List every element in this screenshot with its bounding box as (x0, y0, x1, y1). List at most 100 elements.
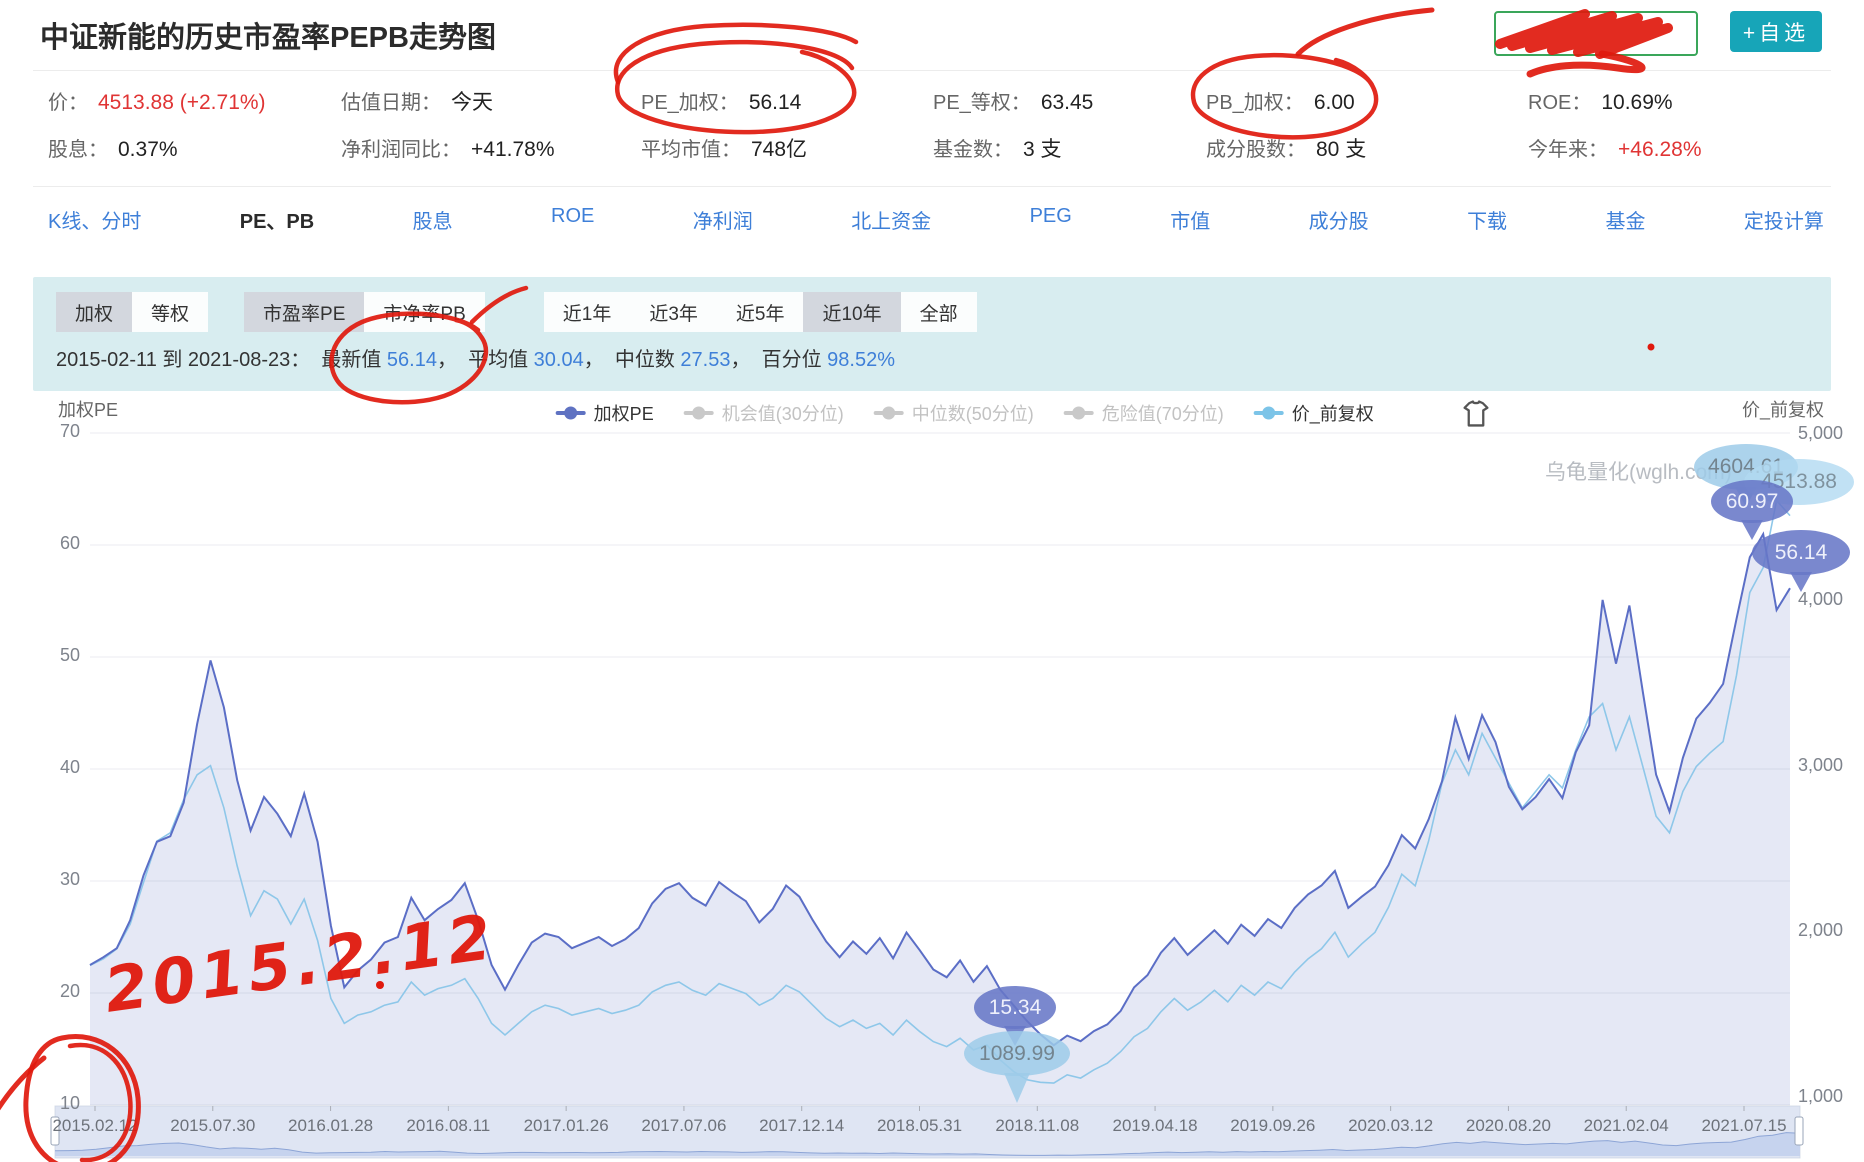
x-axis-label: 2017.12.14 (759, 1116, 845, 1135)
stat-label: 净利润同比： (341, 139, 461, 161)
y-axis-label-right: 3,000 (1798, 754, 1844, 775)
tab-ROE[interactable]: ROE (551, 205, 595, 227)
stat-value: +41.78% (471, 138, 555, 161)
tab-股息[interactable]: 股息 (412, 211, 453, 233)
legend-dot-icon (564, 406, 578, 420)
tab-北上资金[interactable]: 北上资金 (851, 211, 932, 233)
y-axis-label-left: 60 (59, 533, 80, 553)
legend-dot-icon (1072, 406, 1086, 420)
legend-item-加权PE[interactable]: 加权PE (555, 400, 654, 426)
tab-定投计算[interactable]: 定投计算 (1743, 211, 1824, 233)
stat-cell: 净利润同比： +41.78% (341, 133, 641, 163)
legend-label: 加权PE (593, 404, 654, 424)
legend-label: 危险值(70分位) (1101, 404, 1224, 424)
range-text: 2015-02-11 到 2021-08-23： (56, 349, 322, 371)
x-axis-label: 2018.11.08 (995, 1116, 1080, 1135)
stat-cell: PE_等权： 63.45 (933, 86, 1206, 116)
right-axis-title: 价_前复权 (1742, 400, 1825, 420)
x-axis-label: 2019.04.18 (1112, 1116, 1198, 1135)
x-axis-label: 2017.01.26 (523, 1116, 609, 1135)
stat-value: 0.37% (118, 138, 178, 161)
filter-button-近3年[interactable]: 近3年 (630, 292, 717, 332)
stat-value: 63.45 (1040, 91, 1094, 114)
legend-item-价_前复权[interactable]: 价_前复权 (1253, 400, 1374, 426)
tab-基金[interactable]: 基金 (1605, 211, 1646, 233)
x-axis-label: 2021.02.04 (1583, 1116, 1669, 1135)
y-axis-label-left: 70 (59, 421, 80, 441)
range-text: 27.53 (680, 349, 731, 371)
stat-label: 股息： (48, 139, 108, 161)
filter-button-近10年[interactable]: 近10年 (803, 292, 901, 332)
stat-label: 基金数： (933, 139, 1013, 161)
filter-button-等权[interactable]: 等权 (132, 292, 209, 332)
tab-成分股[interactable]: 成分股 (1308, 211, 1369, 233)
stat-cell: 股息： 0.37% (48, 133, 341, 163)
watermark: 乌龟量化(wglh.com) (1545, 461, 1732, 484)
x-axis-label: 2016.08.11 (406, 1116, 491, 1135)
range-text: ， (583, 349, 615, 371)
x-axis-label: 2018.05.31 (876, 1116, 963, 1135)
y-axis-label-left: 10 (59, 1093, 80, 1113)
shirt-icon[interactable] (1462, 400, 1490, 432)
stat-value: 10.69% (1601, 91, 1673, 114)
range-text: ， (730, 349, 762, 371)
legend-item-中位数(50分位)[interactable]: 中位数(50分位) (873, 400, 1034, 426)
toggle-group-range: 近1年 近3年 近5年 近10年 全部 (543, 292, 977, 332)
stat-label: 今年来： (1528, 139, 1608, 161)
stat-value: 748亿 (751, 138, 808, 161)
datazoom-right-handle (1794, 1116, 1804, 1146)
legend-marker-icon (873, 406, 904, 420)
stat-label: 平均市值： (641, 139, 741, 161)
x-axis-label: 2015.07.30 (170, 1116, 256, 1135)
pe-min-callout: 15.34 (974, 986, 1056, 1029)
legend-dot-icon (692, 406, 706, 420)
add-watchlist-button[interactable]: +自选 (1730, 11, 1822, 52)
tab-PEG[interactable]: PEG (1029, 205, 1072, 227)
promo-button[interactable] (1494, 11, 1698, 56)
tab-PE、PB[interactable]: PE、PB (239, 211, 315, 233)
nav-tabs: K线、分时 PE、PB 股息 ROE 净利润 北上资金 PEG 市值 成分股 下载 基金 定投计算 (48, 205, 1824, 234)
legend-marker-icon (683, 406, 714, 420)
filter-button-加权[interactable]: 加权 (56, 292, 133, 332)
tab-市值[interactable]: 市值 (1170, 211, 1211, 233)
legend-marker-icon (1253, 406, 1284, 420)
y-axis-label-left: 40 (59, 757, 80, 777)
y-axis-label-left: 30 (59, 869, 80, 889)
stat-cell: 基金数： 3 支 (933, 133, 1206, 163)
y-axis-label-right: 2,000 (1798, 920, 1844, 941)
tab-净利润[interactable]: 净利润 (692, 211, 753, 233)
price-min-callout: 1089.99 (964, 1031, 1070, 1076)
legend-label: 中位数(50分位) (911, 404, 1034, 424)
stat-label: ROE： (1528, 92, 1592, 114)
pe-max-callout: 60.97 (1711, 480, 1793, 523)
legend-marker-icon (555, 406, 586, 420)
x-axis-label: 2016.01.28 (288, 1116, 374, 1135)
range-text: 中位数 (614, 349, 681, 371)
stat-value: 今天 (451, 91, 493, 114)
filter-button-全部[interactable]: 全部 (900, 292, 977, 332)
stat-label: 估值日期： (341, 92, 441, 114)
left-axis-title: 加权PE (58, 400, 119, 420)
y-axis-label-right: 1,000 (1798, 1086, 1844, 1106)
legend-item-机会值(30分位)[interactable]: 机会值(30分位) (683, 400, 844, 426)
stat-cell: 平均市值： 748亿 (641, 133, 933, 163)
x-axis-label: 2019.09.26 (1230, 1116, 1316, 1135)
y-axis-label-left: 50 (59, 645, 80, 665)
filter-button-近1年[interactable]: 近1年 (543, 292, 631, 332)
range-text: 30.04 (533, 349, 584, 371)
legend-label: 机会值(30分位) (721, 404, 844, 424)
stat-cell: ROE： 10.69% (1528, 86, 1702, 116)
legend-item-危险值(70分位)[interactable]: 危险值(70分位) (1063, 400, 1224, 426)
x-axis-label: 2020.03.12 (1348, 1116, 1434, 1135)
filter-button-近5年[interactable]: 近5年 (716, 292, 804, 332)
x-axis-label: 2017.07.06 (641, 1116, 727, 1135)
stat-label: PE_等权： (933, 92, 1031, 114)
y-axis-label-right: 4,000 (1798, 588, 1844, 609)
tab-下载[interactable]: 下载 (1467, 211, 1508, 233)
tab-K线、分时[interactable]: K线、分时 (48, 211, 142, 233)
range-text: 百分位 (761, 349, 828, 371)
stat-value: 80 支 (1316, 138, 1367, 161)
stat-label: 成分股数： (1206, 139, 1306, 161)
